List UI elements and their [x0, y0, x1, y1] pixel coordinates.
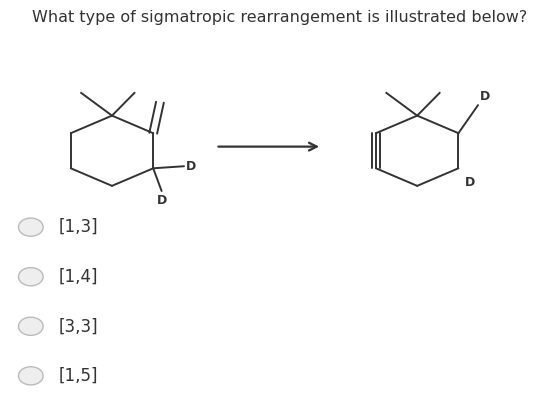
Text: D: D: [465, 176, 475, 189]
Text: What type of sigmatropic rearrangement is illustrated below?: What type of sigmatropic rearrangement i…: [32, 10, 528, 25]
Text: [1,5]: [1,5]: [59, 367, 99, 385]
Text: [1,3]: [1,3]: [59, 218, 99, 236]
Text: [1,4]: [1,4]: [59, 268, 99, 286]
Circle shape: [18, 317, 43, 335]
Text: D: D: [156, 195, 167, 207]
Circle shape: [18, 367, 43, 385]
Text: [3,3]: [3,3]: [59, 317, 99, 335]
Circle shape: [18, 218, 43, 236]
Text: D: D: [186, 160, 197, 173]
Text: D: D: [480, 90, 490, 102]
Circle shape: [18, 268, 43, 286]
